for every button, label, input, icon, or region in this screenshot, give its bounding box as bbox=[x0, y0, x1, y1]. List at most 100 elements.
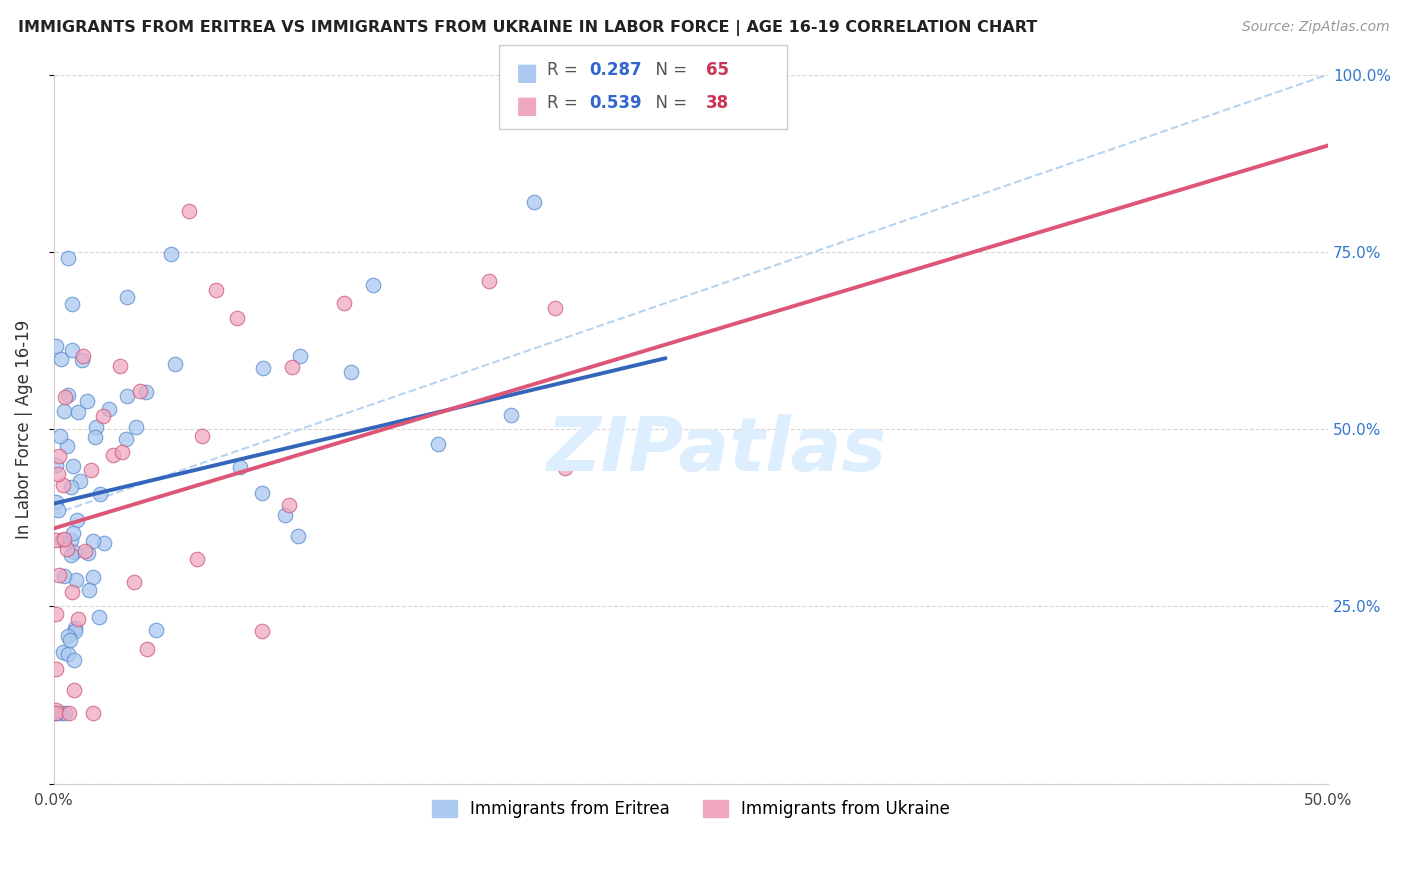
Point bbox=[63, 621, 86, 635]
Point bbox=[80, 463, 103, 477]
Point bbox=[122, 574, 145, 589]
Point bbox=[56, 542, 79, 557]
Point bbox=[52, 645, 75, 659]
Point bbox=[56, 629, 79, 643]
Point bbox=[63, 545, 86, 559]
Point bbox=[70, 353, 93, 368]
Point bbox=[544, 301, 567, 315]
Point bbox=[163, 358, 186, 372]
Point bbox=[45, 458, 67, 472]
Point bbox=[277, 498, 299, 512]
Point bbox=[51, 533, 73, 548]
Point bbox=[45, 703, 67, 717]
Point bbox=[65, 573, 87, 587]
Point bbox=[63, 624, 86, 639]
Point bbox=[229, 460, 252, 475]
Point bbox=[45, 706, 67, 720]
Point bbox=[67, 405, 90, 419]
Point bbox=[49, 429, 72, 443]
Point bbox=[67, 612, 90, 626]
Text: 0.539: 0.539 bbox=[589, 94, 641, 112]
Point bbox=[72, 349, 94, 363]
Text: R =: R = bbox=[547, 61, 583, 78]
Point bbox=[82, 706, 104, 720]
Point bbox=[136, 642, 159, 657]
Point bbox=[361, 278, 384, 293]
Text: 38: 38 bbox=[706, 94, 728, 112]
Point bbox=[191, 429, 214, 443]
Point bbox=[45, 494, 67, 508]
Point bbox=[554, 461, 576, 475]
Point bbox=[59, 480, 82, 494]
Point bbox=[478, 274, 501, 288]
Text: ■: ■ bbox=[516, 94, 538, 118]
Point bbox=[82, 570, 104, 584]
Point bbox=[252, 361, 274, 376]
Point bbox=[84, 430, 107, 444]
Text: Source: ZipAtlas.com: Source: ZipAtlas.com bbox=[1241, 20, 1389, 34]
Point bbox=[93, 536, 115, 550]
Point bbox=[159, 247, 181, 261]
Point bbox=[115, 290, 138, 304]
Point bbox=[252, 485, 274, 500]
Text: 0.287: 0.287 bbox=[589, 61, 641, 78]
Text: IMMIGRANTS FROM ERITREA VS IMMIGRANTS FROM UKRAINE IN LABOR FORCE | AGE 16-19 CO: IMMIGRANTS FROM ERITREA VS IMMIGRANTS FR… bbox=[18, 20, 1038, 36]
Point bbox=[63, 682, 86, 697]
Point bbox=[59, 548, 82, 562]
Point bbox=[56, 388, 79, 402]
Point bbox=[427, 437, 450, 451]
Text: N =: N = bbox=[645, 61, 693, 78]
Point bbox=[69, 474, 91, 488]
Point bbox=[56, 251, 79, 265]
Point bbox=[186, 551, 208, 566]
Point bbox=[523, 195, 546, 210]
Point bbox=[225, 310, 247, 325]
Point bbox=[145, 623, 167, 637]
Text: 65: 65 bbox=[706, 61, 728, 78]
Point bbox=[62, 653, 84, 667]
Point bbox=[45, 533, 67, 547]
Point bbox=[76, 394, 98, 409]
Point bbox=[82, 533, 104, 548]
Point bbox=[499, 408, 522, 422]
Point bbox=[339, 365, 361, 379]
Point bbox=[177, 203, 200, 218]
Point bbox=[51, 706, 73, 720]
Point bbox=[281, 360, 304, 375]
Point bbox=[135, 385, 157, 400]
Point bbox=[62, 526, 84, 541]
Point bbox=[56, 439, 79, 453]
Point bbox=[52, 568, 75, 582]
Point bbox=[58, 706, 80, 720]
Point bbox=[48, 450, 70, 464]
Point bbox=[60, 533, 83, 547]
Point bbox=[53, 533, 76, 547]
Point bbox=[89, 487, 111, 501]
Point bbox=[77, 583, 100, 598]
Point bbox=[62, 458, 84, 473]
Point bbox=[98, 402, 121, 417]
Point bbox=[101, 448, 124, 462]
Point bbox=[87, 610, 110, 624]
Point bbox=[60, 296, 83, 310]
Point bbox=[290, 350, 312, 364]
Point bbox=[45, 339, 67, 353]
Point bbox=[53, 706, 76, 720]
Point bbox=[60, 584, 83, 599]
Point bbox=[66, 513, 89, 527]
Y-axis label: In Labor Force | Age 16-19: In Labor Force | Age 16-19 bbox=[15, 319, 32, 539]
Point bbox=[332, 296, 354, 310]
Point bbox=[205, 283, 228, 297]
Point bbox=[117, 389, 139, 403]
Point bbox=[58, 647, 80, 661]
Text: ■: ■ bbox=[516, 61, 538, 85]
Text: ZIPatlas: ZIPatlas bbox=[547, 414, 886, 487]
Point bbox=[91, 409, 114, 423]
Point bbox=[52, 478, 75, 492]
Point bbox=[252, 624, 274, 638]
Point bbox=[45, 662, 67, 676]
Point bbox=[46, 467, 69, 482]
Point bbox=[48, 568, 70, 582]
Point bbox=[110, 359, 132, 373]
Point bbox=[274, 508, 297, 523]
